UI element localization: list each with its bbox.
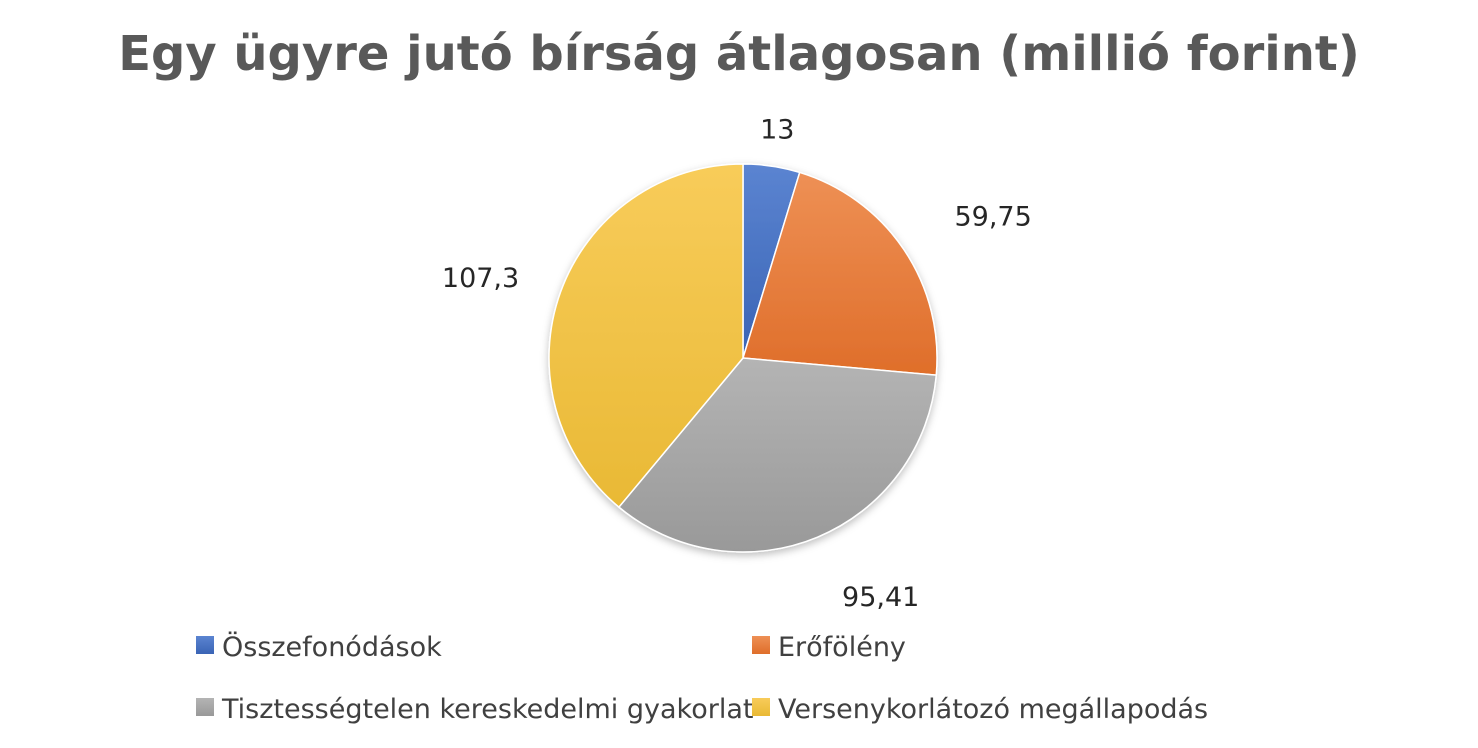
legend-label: Versenykorlátozó megállapodás — [778, 694, 1208, 725]
legend-label: Tisztességtelen kereskedelmi gyakorlat — [221, 694, 753, 725]
pie-slices — [548, 163, 938, 553]
pie-slice — [617, 357, 938, 553]
legend: Összefonódások Erőfölény Tisztességtelen k… — [196, 631, 1208, 725]
data-labels: 13 59,75 95,41 107,3 — [442, 115, 1032, 614]
legend-swatch — [196, 698, 214, 716]
legend-swatch — [196, 636, 214, 654]
legend-swatch — [752, 636, 770, 654]
legend-label: Erőfölény — [778, 632, 906, 663]
data-label: 59,75 — [954, 202, 1031, 233]
data-label: 13 — [760, 115, 794, 146]
pie-slice — [548, 163, 744, 509]
legend-swatch — [752, 698, 770, 716]
legend-label: Összefonódások — [222, 631, 442, 663]
data-label: 107,3 — [442, 263, 519, 294]
pie-slice — [742, 171, 938, 376]
chart-title: Egy ügyre jutó bírság átlagosan (millió … — [118, 26, 1360, 82]
data-label: 95,41 — [842, 582, 919, 613]
